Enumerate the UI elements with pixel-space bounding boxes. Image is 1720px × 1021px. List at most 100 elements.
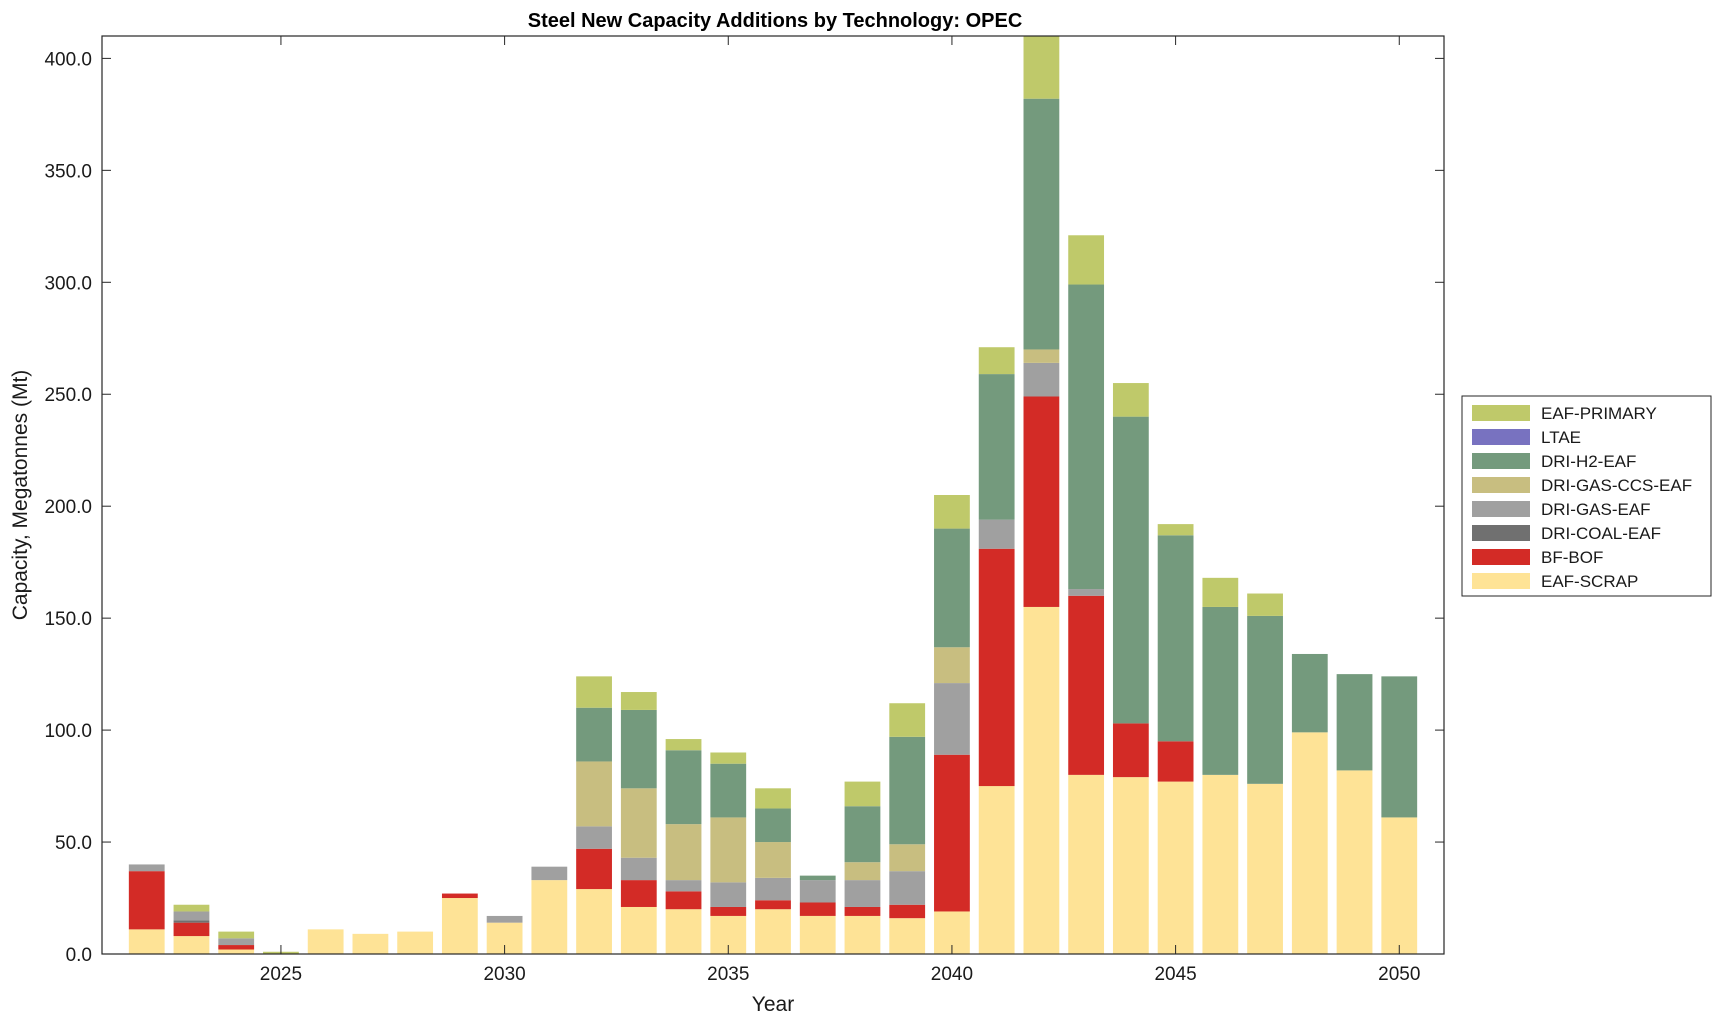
- x-tick-label: 2025: [260, 964, 302, 985]
- bar-dri-gas-eaf-2042: [1023, 362, 1060, 397]
- legend-label-eaf-primary: EAF-PRIMARY: [1541, 404, 1657, 423]
- bar-dri-h2-eaf-2032: [576, 707, 612, 762]
- bar-dri-gas-eaf-2043: [1068, 589, 1105, 596]
- legend-swatch-ltae: [1472, 429, 1530, 445]
- bar-eaf-scrap-2028: [397, 931, 434, 954]
- bar-dri-h2-eaf-2044: [1112, 416, 1149, 724]
- bar-dri-gas-eaf-2036: [755, 877, 791, 901]
- bar-bf-bof-2022: [128, 871, 165, 930]
- bar-dri-gas-eaf-2033: [620, 857, 657, 881]
- bar-eaf-scrap-2041: [978, 786, 1015, 954]
- legend-swatch-dri-h2-eaf: [1472, 453, 1530, 469]
- bar-dri-gas-eaf-2040: [934, 683, 970, 755]
- bar-eaf-scrap-2036: [755, 909, 791, 954]
- bar-dri-gas-eaf-2037: [799, 880, 836, 903]
- bar-dri-gas-eaf-2041: [978, 519, 1015, 549]
- bar-eaf-scrap-2043: [1068, 774, 1105, 954]
- chart-title: Steel New Capacity Additions by Technolo…: [528, 10, 1023, 32]
- bar-eaf-primary-2023: [173, 904, 210, 912]
- legend-label-dri-gas-ccs-eaf: DRI-GAS-CCS-EAF: [1541, 476, 1692, 495]
- bar-eaf-scrap-2031: [531, 880, 568, 954]
- bar-dri-h2-eaf-2037: [799, 875, 836, 881]
- bar-bf-bof-2040: [934, 754, 970, 912]
- bar-dri-h2-eaf-2050: [1381, 676, 1418, 818]
- bar-dri-gas-ccs-eaf-2032: [576, 761, 612, 827]
- bar-dri-gas-eaf-2032: [576, 826, 612, 849]
- bar-dri-h2-eaf-2034: [665, 750, 702, 825]
- x-tick-label: 2035: [707, 964, 749, 985]
- legend-label-dri-coal-eaf: DRI-COAL-EAF: [1541, 524, 1661, 543]
- legend-label-dri-gas-eaf: DRI-GAS-EAF: [1541, 500, 1651, 519]
- x-tick-label: 2050: [1378, 964, 1420, 985]
- bar-dri-h2-eaf-2043: [1068, 284, 1105, 590]
- legend-swatch-bf-bof: [1472, 549, 1530, 565]
- bar-dri-gas-ccs-eaf-2038: [844, 862, 881, 881]
- bar-dri-gas-ccs-eaf-2039: [889, 844, 926, 872]
- bar-eaf-scrap-2033: [620, 906, 657, 954]
- legend-label-bf-bof: BF-BOF: [1541, 548, 1603, 567]
- bar-eaf-primary-2039: [889, 703, 926, 737]
- bar-dri-gas-eaf-2030: [486, 915, 523, 923]
- bar-bf-bof-2035: [710, 906, 747, 916]
- y-tick-label: 100.0: [44, 721, 92, 742]
- bar-eaf-primary-2033: [620, 692, 657, 710]
- bar-eaf-primary-2046: [1202, 577, 1239, 607]
- y-tick-label: 50.0: [55, 833, 92, 854]
- bar-dri-h2-eaf-2035: [710, 763, 747, 818]
- bar-dri-h2-eaf-2042: [1023, 98, 1060, 350]
- bar-dri-h2-eaf-2033: [620, 709, 657, 789]
- bar-eaf-primary-2047: [1247, 593, 1283, 616]
- bar-dri-h2-eaf-2040: [934, 528, 970, 648]
- bar-bf-bof-2029: [441, 893, 478, 899]
- y-tick-label: 300.0: [44, 273, 92, 294]
- legend: EAF-PRIMARY LTAE DRI-H2-EAF DRI-GAS-CCS-EAF…: [1461, 395, 1712, 597]
- bar-bf-bof-2034: [665, 891, 702, 910]
- y-tick-label: 200.0: [44, 497, 92, 518]
- bar-eaf-primary-2032: [576, 676, 612, 708]
- bar-dri-h2-eaf-2046: [1202, 606, 1239, 775]
- bar-eaf-scrap-2045: [1157, 781, 1194, 954]
- x-axis-title: Year: [752, 993, 794, 1016]
- bar-bf-bof-2024: [218, 945, 255, 950]
- bar-eaf-scrap-2049: [1336, 770, 1373, 954]
- bar-bf-bof-2042: [1023, 396, 1060, 607]
- y-axis: 0.0 50.0 100.0 150.0 200.0 250.0 300.0 350.0 400…: [44, 49, 1444, 966]
- bar-bf-bof-2038: [844, 906, 881, 916]
- bar-dri-gas-eaf-2035: [710, 882, 747, 907]
- bar-eaf-scrap-2022: [128, 929, 165, 954]
- legend-label-ltae: LTAE: [1541, 428, 1581, 447]
- bar-eaf-scrap-2044: [1112, 777, 1149, 954]
- bar-eaf-primary-2043: [1068, 235, 1105, 285]
- bar-eaf-scrap-2029: [441, 898, 478, 954]
- bars-layer: [128, 36, 1418, 954]
- bar-dri-gas-ccs-eaf-2034: [665, 824, 702, 881]
- x-tick-label: 2030: [483, 964, 525, 985]
- bar-bf-bof-2041: [978, 548, 1015, 787]
- bar-eaf-scrap-2047: [1247, 783, 1283, 954]
- plot-area-frame: [101, 35, 1445, 955]
- bar-eaf-primary-2035: [710, 752, 747, 764]
- bar-dri-gas-ccs-eaf-2040: [934, 647, 970, 684]
- bar-eaf-primary-2042: [1023, 36, 1060, 99]
- legend-swatch-dri-coal-eaf: [1472, 525, 1530, 541]
- bar-bf-bof-2039: [889, 904, 926, 919]
- bar-eaf-primary-2045: [1157, 524, 1194, 536]
- legend-swatch-eaf-scrap: [1472, 573, 1530, 589]
- bar-eaf-scrap-2050: [1381, 817, 1418, 954]
- x-axis: 2025 2030 2035 2040 2045 2050: [260, 36, 1420, 985]
- bar-eaf-scrap-2048: [1291, 732, 1328, 954]
- bar-eaf-primary-2036: [755, 788, 791, 809]
- bar-dri-h2-eaf-2038: [844, 806, 881, 863]
- bar-dri-h2-eaf-2036: [755, 808, 791, 843]
- bar-dri-h2-eaf-2041: [978, 374, 1015, 520]
- bar-eaf-primary-2041: [978, 347, 1015, 375]
- bar-dri-gas-eaf-2031: [531, 866, 568, 881]
- bar-eaf-primary-2044: [1112, 383, 1149, 417]
- legend-label-eaf-scrap: EAF-SCRAP: [1541, 572, 1638, 591]
- bar-dri-gas-ccs-eaf-2033: [620, 788, 657, 858]
- bar-dri-h2-eaf-2049: [1336, 674, 1373, 771]
- bar-bf-bof-2037: [799, 902, 836, 916]
- bar-eaf-scrap-2037: [799, 915, 836, 954]
